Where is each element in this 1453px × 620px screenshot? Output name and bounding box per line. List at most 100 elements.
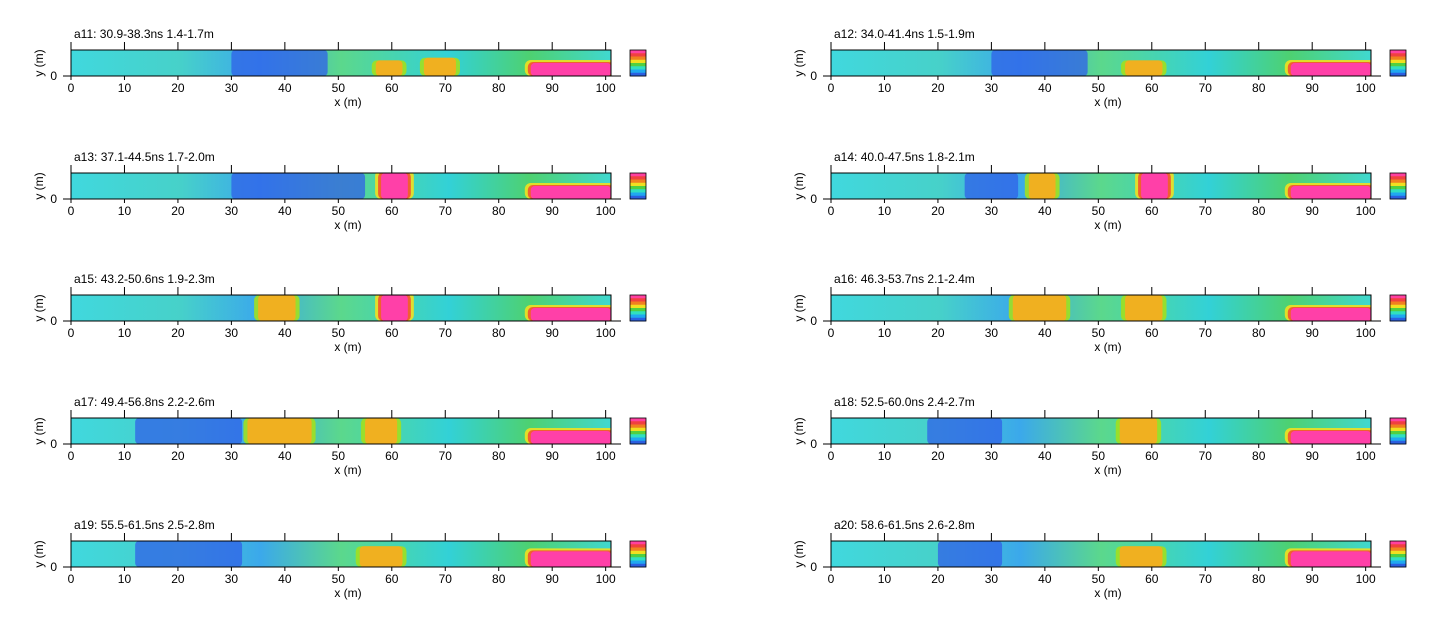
x-tick-label: 50: [332, 204, 346, 218]
x-tick-label: 70: [439, 326, 453, 340]
panel-a16: a16: 46.3-53.7ns 2.1-2.4m 0 10 20 30 40 50 60 70…: [792, 272, 1407, 354]
colorbar-swatch: [630, 427, 646, 432]
anomaly-medium: [365, 418, 398, 444]
colorbar-swatch: [630, 550, 646, 555]
x-tick-label: 90: [546, 81, 560, 95]
colorbar-swatch: [1390, 195, 1406, 200]
x-tick-label: 20: [931, 449, 945, 463]
x-tick-label: 70: [1199, 449, 1213, 463]
x-axis-label: x (m): [334, 586, 361, 600]
colorbar-swatch: [1390, 59, 1406, 64]
heatmap-field: [831, 541, 1371, 567]
colorbar-swatch: [1390, 50, 1406, 54]
anomaly-high: [1290, 431, 1371, 444]
x-tick-label: 10: [118, 449, 132, 463]
x-tick-label: 80: [1252, 204, 1266, 218]
x-tick-label: 100: [596, 449, 616, 463]
colorbar-swatch: [1390, 431, 1406, 435]
x-tick-label: 90: [546, 572, 560, 586]
x-tick-label: 60: [385, 204, 399, 218]
colorbar-swatch: [630, 317, 646, 322]
x-tick-label: 20: [171, 449, 185, 463]
panel-a18: a18: 52.5-60.0ns 2.4-2.7m 0 10 20 30 40 50 60 70…: [792, 395, 1407, 477]
anomaly-high: [530, 431, 611, 444]
colorbar-swatch: [630, 69, 646, 74]
x-tick-label: 50: [1092, 449, 1106, 463]
colorbar-swatch: [1390, 179, 1406, 184]
colorbar-swatch: [630, 424, 646, 429]
x-tick-label: 20: [931, 326, 945, 340]
colorbar-swatch: [630, 56, 646, 61]
x-axis-label: x (m): [334, 95, 361, 109]
x-tick-label: 80: [1252, 326, 1266, 340]
panel-title: a20: 58.6-61.5ns 2.6-2.8m: [834, 518, 975, 532]
colorbar: [1389, 294, 1407, 322]
colorbar-swatch: [1390, 176, 1406, 180]
x-tick-label: 100: [1356, 204, 1376, 218]
x-tick-label: 80: [492, 81, 506, 95]
x-tick-label: 70: [1199, 572, 1213, 586]
panel-title: a19: 55.5-61.5ns 2.5-2.8m: [74, 518, 215, 532]
x-tick-label: 40: [278, 204, 292, 218]
anomaly-medium: [375, 60, 403, 76]
heatmap-field: [831, 50, 1371, 76]
x-tick-label: 100: [596, 81, 616, 95]
colorbar-swatch: [630, 541, 646, 545]
x-tick-label: 10: [118, 204, 132, 218]
anomaly-low: [937, 541, 1003, 567]
x-tick-label: 0: [68, 572, 75, 586]
panel-a15: a15: 43.2-50.6ns 1.9-2.3m 0 10 20 30 40 50 60 70…: [32, 272, 647, 354]
x-axis-label: x (m): [334, 463, 361, 477]
colorbar-swatch: [630, 311, 646, 315]
colorbar-swatch: [630, 189, 646, 193]
x-tick-label: 100: [1356, 449, 1376, 463]
anomaly-medium: [258, 295, 296, 321]
x-tick-label: 90: [546, 204, 560, 218]
y-tick-label: 0: [50, 437, 57, 451]
x-tick-label: 70: [1199, 204, 1213, 218]
x-tick-label: 100: [1356, 81, 1376, 95]
colorbar-swatch: [630, 421, 646, 425]
y-axis-label: y (m): [32, 417, 46, 444]
colorbar-frame: [629, 417, 647, 445]
panel-a12: a12: 34.0-41.4ns 1.5-1.9m 0 10 20 30 40 50 60 70…: [792, 27, 1407, 109]
x-tick-label: 20: [171, 81, 185, 95]
x-tick-label: 30: [985, 81, 999, 95]
x-tick-label: 70: [439, 449, 453, 463]
anomaly-high: [1290, 308, 1371, 321]
colorbar-swatch: [1390, 63, 1406, 67]
colorbar-swatch: [1390, 182, 1406, 187]
colorbar-swatch: [630, 195, 646, 200]
x-tick-label: 40: [1038, 572, 1052, 586]
x-tick-label: 100: [596, 326, 616, 340]
x-axis-label: x (m): [1094, 586, 1121, 600]
colorbar-swatch: [630, 418, 646, 422]
heatmap-texture: [71, 295, 611, 321]
anomaly-low: [927, 418, 1003, 444]
anomaly-high: [530, 551, 611, 567]
x-tick-label: 80: [492, 204, 506, 218]
colorbar-swatch: [1390, 53, 1406, 57]
x-tick-label: 50: [332, 326, 346, 340]
heatmap-field: [831, 295, 1371, 321]
colorbar-frame: [1389, 294, 1407, 322]
y-tick-label: 0: [810, 560, 817, 574]
colorbar-swatch: [1390, 434, 1406, 438]
colorbar-swatch: [1390, 418, 1406, 422]
x-axis-label: x (m): [334, 218, 361, 232]
x-tick-label: 40: [1038, 326, 1052, 340]
colorbar-swatch: [1390, 317, 1406, 322]
x-tick-label: 100: [596, 204, 616, 218]
anomaly-high: [1290, 186, 1371, 199]
colorbar-frame: [629, 294, 647, 322]
heatmap-texture: [831, 541, 1371, 567]
colorbar-swatch: [630, 63, 646, 67]
colorbar-swatch: [630, 298, 646, 302]
anomaly-low: [135, 418, 243, 444]
y-axis-label: y (m): [792, 417, 806, 444]
x-tick-label: 20: [931, 81, 945, 95]
colorbar-swatch: [1390, 69, 1406, 74]
x-tick-label: 0: [828, 326, 835, 340]
heatmap-field: [831, 173, 1371, 199]
